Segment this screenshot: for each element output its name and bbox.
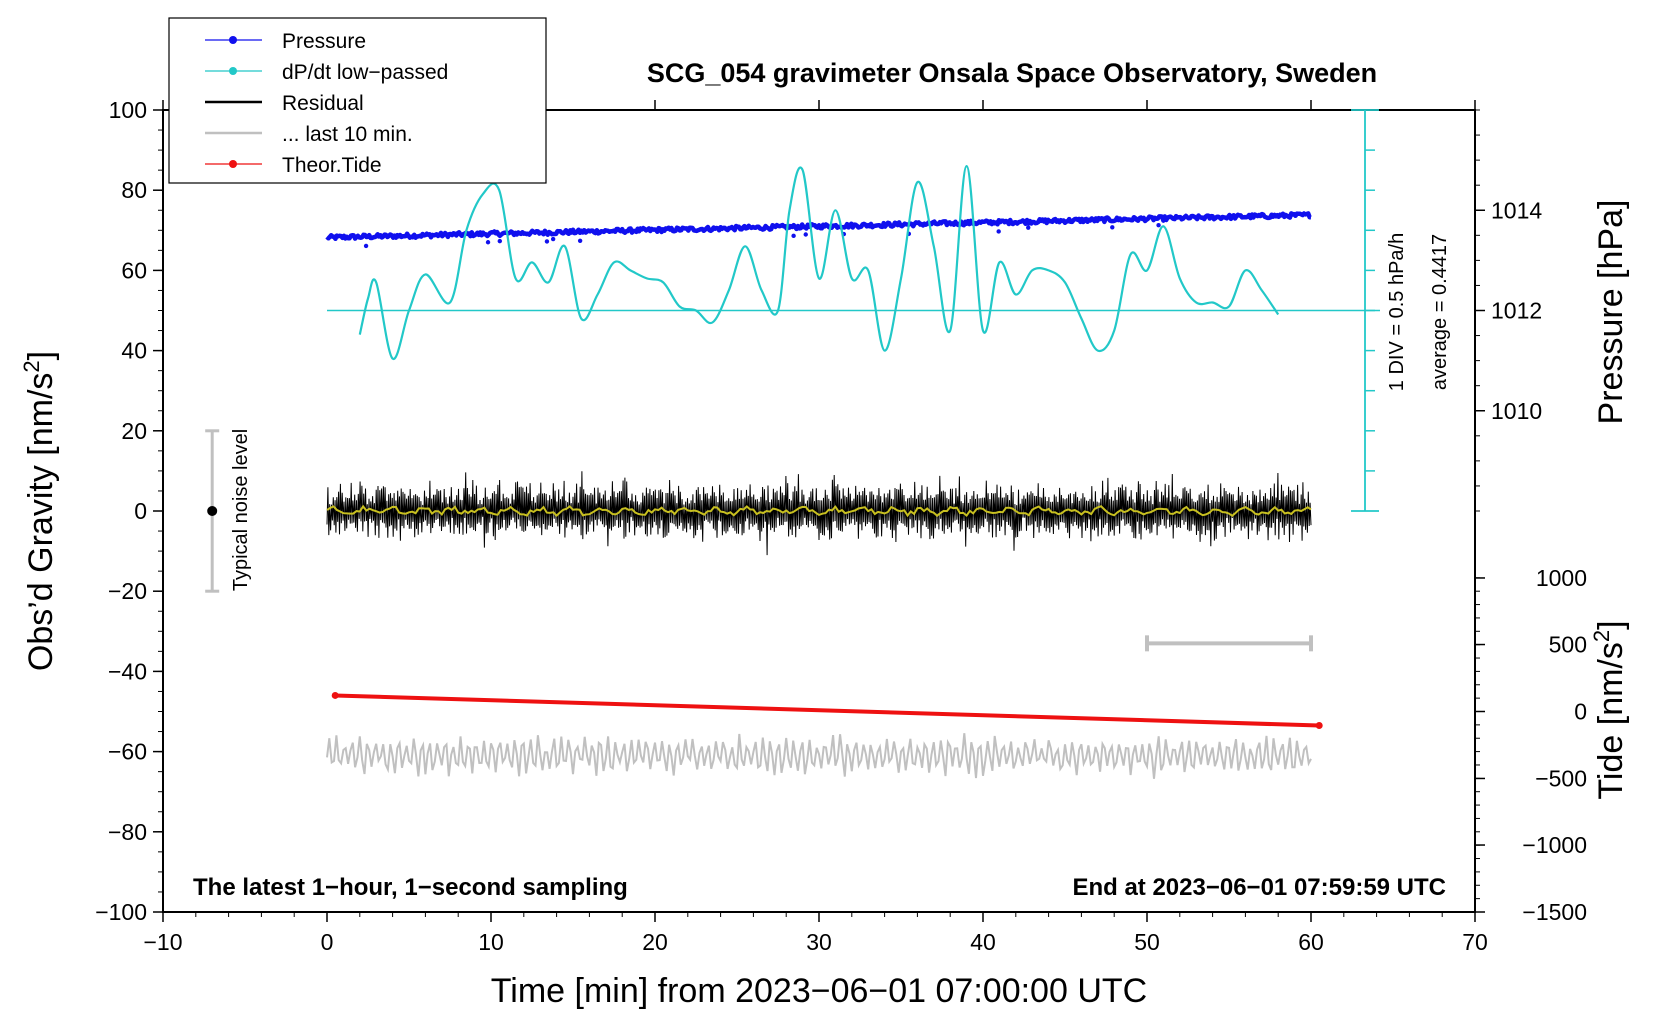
x-tick-label: 0: [321, 929, 334, 955]
legend-label: Pressure: [282, 30, 366, 53]
pressure-scale-label: 1 DIV = 0.5 hPa/h: [1386, 233, 1408, 391]
x-tick-label: −10: [143, 929, 182, 955]
pressure-average-label: average = 0.4417: [1429, 234, 1451, 390]
x-tick-label: 60: [1298, 929, 1324, 955]
pressure-outlier-dot: [544, 239, 550, 244]
tide-end-dot: [1315, 722, 1323, 730]
ten-minute-bar: [1145, 635, 1313, 652]
legend-marker: [229, 36, 237, 44]
tide-axis-title: Tide [nm/s2]: [1589, 620, 1630, 799]
pressure-outlier-dot: [550, 236, 556, 242]
legend-label: Theor.Tide: [282, 154, 382, 177]
pressure-outlier-dot: [791, 233, 796, 239]
legend-marker: [229, 160, 237, 168]
end-time-note: End at 2023−06−01 07:59:59 UTC: [1072, 874, 1446, 901]
pressure-tick-label: 1010: [1491, 398, 1542, 424]
y-tick-label: −100: [95, 899, 147, 925]
x-tick-label: 50: [1134, 929, 1160, 955]
pressure-axis-title: Pressure [hPa]: [1592, 200, 1630, 425]
pressure-outlier-dot: [363, 243, 369, 249]
dpdt-line: [358, 164, 1280, 360]
tide-tick-label: −500: [1535, 765, 1587, 791]
legend-box: [168, 17, 547, 184]
tide-tick-label: 0: [1574, 699, 1587, 725]
tide-line: [335, 693, 1320, 728]
legend-marker: [229, 67, 237, 75]
x-tick-label: 70: [1462, 929, 1488, 955]
y-tick-label: −40: [108, 658, 147, 684]
sampling-note: The latest 1−hour, 1−second sampling: [193, 874, 628, 901]
pressure-outlier-dot: [996, 229, 1001, 234]
residual-line: [326, 471, 1312, 556]
chart-title: SCG_054 gravimeter Onsala Space Observat…: [647, 58, 1377, 88]
noise-level-bar: [205, 429, 220, 593]
pressure-outlier-dot: [485, 240, 491, 245]
tide-start-dot: [331, 691, 339, 699]
tide-tick-label: −1500: [1522, 899, 1587, 925]
y-tick-label: 60: [121, 257, 147, 283]
tide-tick-label: −1000: [1522, 832, 1587, 858]
y-tick-label: −80: [108, 819, 147, 845]
x-tick-label: 20: [642, 929, 668, 955]
pressure-outlier-dot: [1156, 223, 1161, 228]
legend: Pressure dP/dt low−passed Residual ... last…: [168, 17, 547, 184]
x-axis-title: Time [min] from 2023−06−01 07:00:00 UTC: [491, 972, 1147, 1010]
noise-bar-dot: [207, 506, 218, 516]
legend-label: Residual: [282, 92, 364, 115]
tide-tick-label: 1000: [1536, 565, 1587, 591]
y-tick-label: 20: [121, 418, 147, 444]
pressure-line: [325, 211, 1312, 242]
pressure-tick-label: 1014: [1491, 197, 1542, 223]
y-tick-label: −60: [108, 739, 147, 765]
pressure-outlier-dot: [1026, 225, 1031, 230]
y-tick-label: −20: [108, 578, 147, 604]
legend-label: ... last 10 min.: [282, 123, 413, 146]
pressure-scale-bar: [1351, 109, 1379, 512]
x-tick-label: 30: [806, 929, 832, 955]
noise-level-label: Typical noise level: [230, 429, 252, 591]
y-tick-label: 80: [121, 177, 147, 203]
tide-tick-label: 500: [1549, 632, 1587, 658]
y-tick-label: 100: [109, 97, 147, 123]
pressure-outlier-dot: [1110, 225, 1115, 230]
residual-smoothed-line: [326, 504, 1312, 518]
y-tick-label: 0: [134, 498, 147, 524]
pressure-outlier-dot: [803, 232, 808, 237]
legend-label: dP/dt low−passed: [282, 61, 448, 84]
last-ten-minutes-line: [326, 733, 1312, 779]
pressure-outlier-dot: [497, 238, 503, 244]
y-tick-label: 40: [121, 338, 147, 364]
pressure-outlier-dot: [577, 238, 583, 243]
x-tick-label: 10: [478, 929, 504, 955]
y-axis-title: Obs’d Gravity [nm/s2]: [19, 351, 60, 671]
pressure-tick-label: 1012: [1491, 298, 1542, 324]
x-tick-label: 40: [970, 929, 996, 955]
